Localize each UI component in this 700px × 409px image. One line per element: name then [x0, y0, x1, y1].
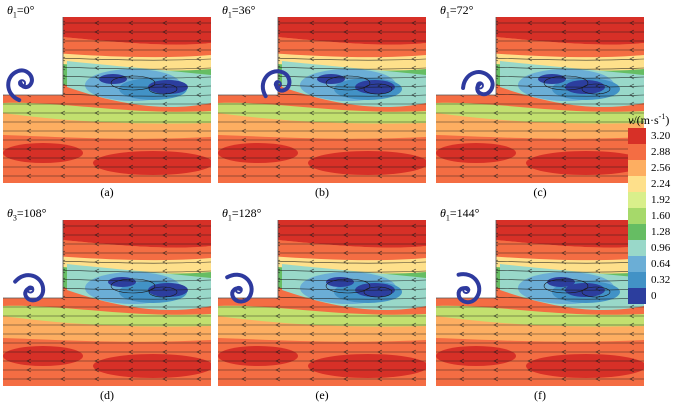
legend-swatch [628, 192, 646, 208]
legend-tick-label: 1.60 [651, 210, 671, 222]
angle-label-b: θ1=36° [222, 3, 256, 20]
flow-field-b [218, 3, 426, 183]
legend-swatch [628, 208, 646, 224]
legend-swatch [628, 224, 646, 240]
legend-swatch [628, 128, 646, 144]
legend-color-bar [628, 128, 646, 304]
angle-label-f: θ1=144° [440, 206, 480, 223]
legend-tick-label: 2.56 [651, 162, 671, 174]
legend-swatch [628, 240, 646, 256]
flow-field-f [436, 206, 644, 386]
flow-field-e [218, 206, 426, 386]
legend-swatch [628, 272, 646, 288]
flow-field-d [3, 206, 211, 386]
legend-tick-label: 0.32 [651, 274, 671, 286]
panel-e: θ1=128° [218, 206, 426, 388]
caption-f: (f) [534, 388, 546, 402]
caption-b: (b) [315, 185, 329, 199]
legend-swatch [628, 160, 646, 176]
panel-b: θ1=36° [218, 3, 426, 185]
legend-title: v/(m·s-1) [628, 112, 670, 127]
caption-c: (c) [533, 185, 547, 199]
legend-tick-label: 2.24 [651, 178, 671, 190]
legend-tick-label: 0 [651, 290, 657, 302]
legend-tick-label: 3.20 [651, 130, 671, 142]
legend-swatch [628, 256, 646, 272]
panel-c: θ1=72° [436, 3, 644, 185]
angle-label-a: θ1=0° [7, 3, 35, 20]
legend-tick-label: 1.28 [651, 226, 671, 238]
angle-label-c: θ1=72° [440, 3, 474, 20]
legend-swatch [628, 176, 646, 192]
color-legend: v/(m·s-1) 3.20 2.88 2.56 2.24 1.92 1.60 1.28 0.… [628, 112, 700, 304]
angle-label-d: θ3=108° [7, 206, 47, 223]
legend-swatch [628, 288, 646, 304]
legend-swatch [628, 144, 646, 160]
panel-f: θ1=144° [436, 206, 644, 388]
caption-a: (a) [100, 185, 114, 199]
legend-tick-label: 2.88 [651, 146, 671, 158]
flow-field-c [436, 3, 644, 183]
panel-d: θ3=108° [3, 206, 211, 388]
legend-tick-label: 1.92 [651, 194, 671, 206]
legend-tick-label: 0.96 [651, 242, 671, 254]
flow-field-a [3, 3, 211, 183]
caption-d: (d) [100, 388, 114, 402]
caption-e: (e) [315, 388, 329, 402]
panel-a: θ1=0° [3, 3, 211, 185]
angle-label-e: θ1=128° [222, 206, 262, 223]
legend-tick-label: 0.64 [651, 258, 671, 270]
